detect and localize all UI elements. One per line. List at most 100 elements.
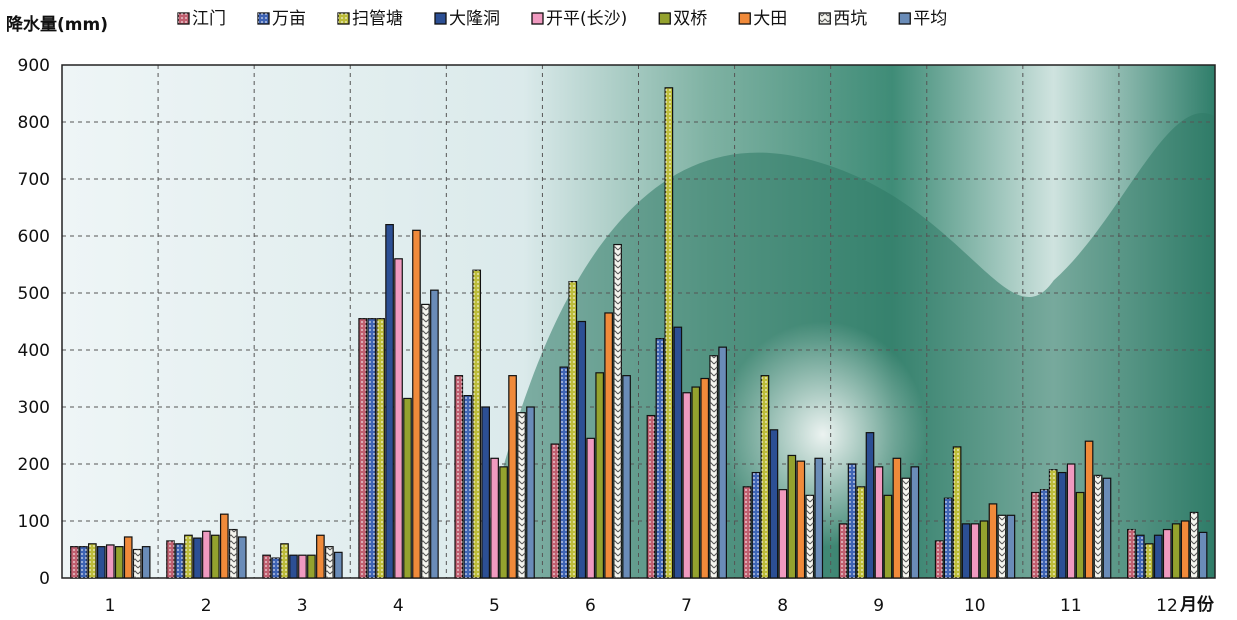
bar (472, 269, 482, 579)
bar (655, 338, 665, 579)
bar (211, 534, 220, 579)
bar (1135, 534, 1145, 579)
bar (358, 318, 368, 579)
bar (1153, 534, 1163, 579)
bar (751, 471, 761, 579)
bar (228, 528, 238, 579)
bar (550, 443, 560, 579)
bar (742, 486, 752, 579)
y-tick-label: 700 (18, 170, 50, 190)
bar (604, 312, 613, 579)
legend-swatch (738, 12, 751, 25)
x-tick-label: 3 (297, 596, 308, 616)
bar (910, 466, 920, 579)
bar (307, 554, 316, 579)
bar (430, 289, 439, 579)
bar (421, 303, 430, 579)
bar (622, 375, 631, 579)
bar (769, 429, 779, 579)
x-tick-label: 2 (201, 596, 212, 616)
x-tick-label: 6 (585, 596, 596, 616)
legend-item: 扫管塘 (337, 9, 403, 29)
bar (517, 412, 526, 579)
bar (1039, 489, 1049, 579)
bar (673, 326, 683, 579)
bar (463, 395, 473, 579)
bar (874, 466, 884, 579)
bar (796, 460, 806, 579)
bar (646, 414, 656, 579)
x-tick-label: 7 (681, 596, 692, 616)
bar (1198, 531, 1208, 579)
bar (700, 377, 710, 579)
x-tick-label: 11 (1060, 596, 1082, 616)
bar (105, 544, 115, 579)
bar (70, 546, 79, 579)
bar (805, 494, 815, 579)
x-tick-label: 8 (777, 596, 788, 616)
plot-border (61, 64, 1216, 579)
bar (892, 457, 902, 579)
bar (96, 546, 106, 579)
legend-swatch (434, 12, 447, 25)
bar (838, 523, 848, 579)
legend-label: 平均 (913, 9, 947, 29)
legend-label: 双桥 (673, 9, 707, 29)
legend-label: 万亩 (272, 9, 306, 29)
bar (856, 486, 866, 579)
legend-item: 大隆洞 (434, 9, 500, 29)
bar (166, 540, 175, 579)
bar (325, 546, 334, 579)
bar (1093, 474, 1103, 579)
bar (1144, 543, 1154, 579)
y-tick-label: 600 (18, 227, 50, 247)
bar (298, 554, 307, 579)
plot-frame (61, 64, 1216, 579)
y-tick-label: 400 (18, 341, 50, 361)
bar (883, 494, 893, 579)
bar (454, 375, 464, 579)
x-axis-title: 月份 (1179, 594, 1215, 615)
bar (280, 543, 289, 579)
bar (376, 318, 385, 579)
bar (88, 543, 97, 579)
bar (760, 375, 770, 579)
bar (1171, 523, 1181, 579)
bar (961, 523, 971, 579)
bar (943, 497, 953, 579)
bar (988, 503, 998, 579)
bar (132, 548, 142, 579)
bar (586, 437, 596, 579)
x-tick-label: 4 (393, 596, 404, 616)
legend-item: 江门 (177, 9, 226, 29)
x-tick-label: 5 (489, 596, 500, 616)
bar (718, 346, 727, 579)
bars (70, 87, 1208, 579)
bar (577, 320, 587, 579)
bar (1057, 471, 1067, 579)
legend-label: 西坑 (833, 9, 867, 29)
bar (490, 457, 499, 579)
bar (508, 375, 517, 579)
legend: 江门 万亩 扫管塘 大隆洞 开平(长沙) 双桥 大田 西坑 平均 (177, 9, 947, 29)
legend-item: 万亩 (257, 9, 306, 29)
legend-item: 双桥 (658, 9, 707, 29)
legend-label: 大田 (753, 9, 787, 29)
bar (123, 536, 133, 579)
bar (141, 546, 151, 579)
y-tick-label: 100 (18, 512, 50, 532)
bar (289, 554, 298, 579)
bar (1162, 528, 1172, 579)
bar (385, 224, 394, 579)
legend-item: 平均 (898, 9, 947, 29)
bar (481, 406, 490, 579)
bar (1180, 520, 1190, 579)
bar (1189, 511, 1199, 579)
y-axis: 0 100 200 300 400 500 600 700 800 900 (18, 56, 50, 589)
legend-swatch (898, 12, 911, 25)
bar (664, 87, 674, 579)
bar (1102, 477, 1112, 579)
bar (691, 386, 701, 579)
bar (682, 392, 692, 579)
